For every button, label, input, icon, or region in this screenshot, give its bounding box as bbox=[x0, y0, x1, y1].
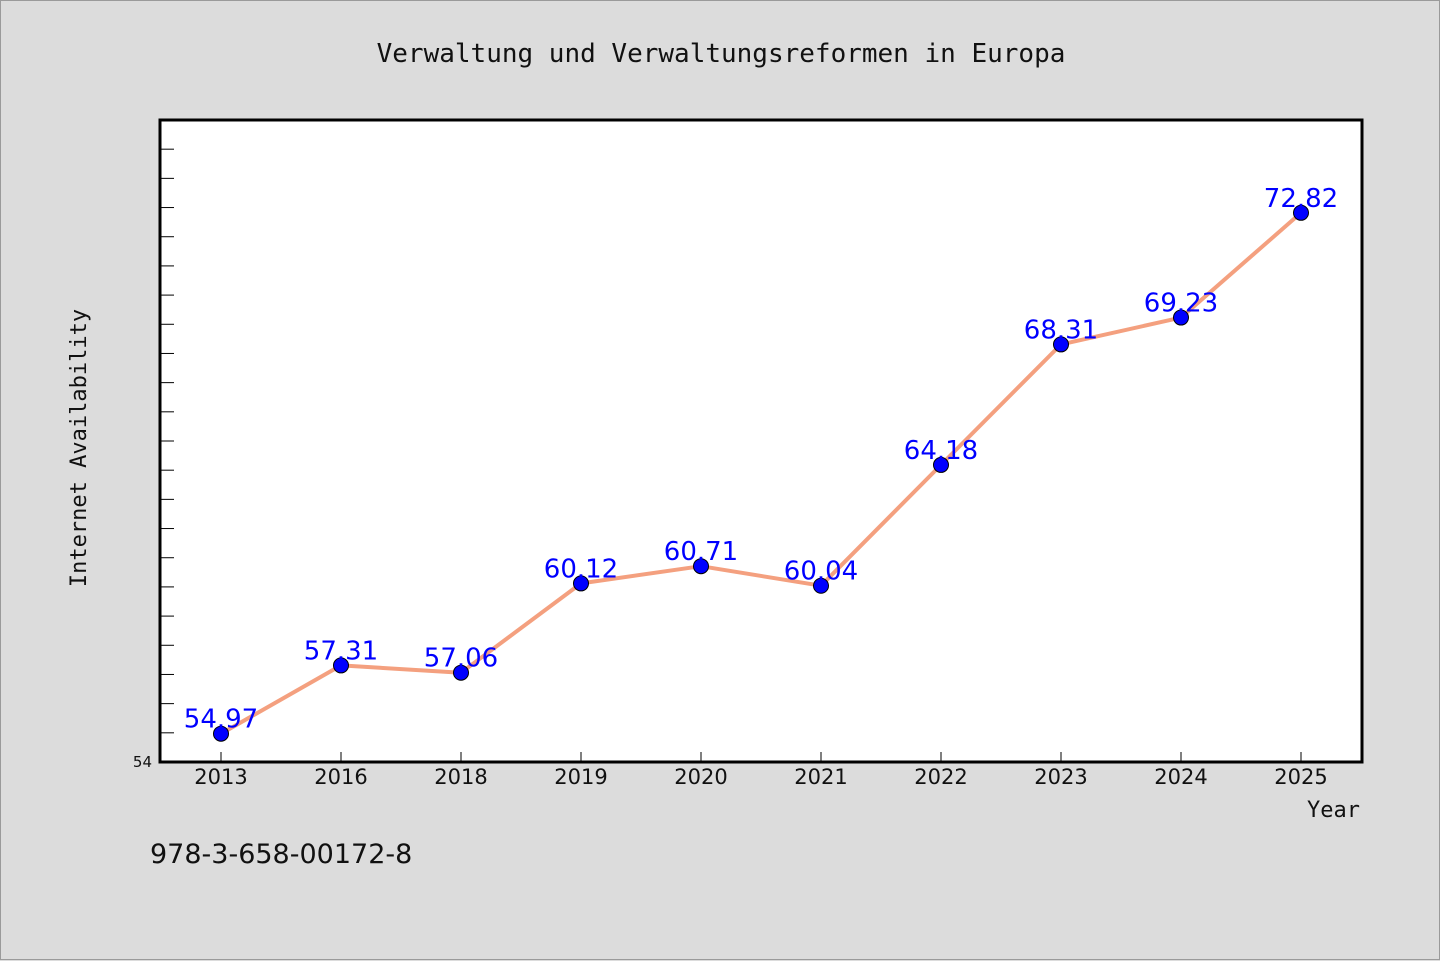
data-point bbox=[1053, 336, 1069, 353]
data-point bbox=[1173, 309, 1189, 326]
x-tick-label: 2025 bbox=[1274, 765, 1327, 789]
x-axis-tick-labels: 2013 2016 2018 2019 2020 2021 2022 2023 2024 2025 bbox=[194, 765, 1327, 789]
data-label: 72.82 bbox=[1264, 184, 1338, 214]
chart-title: Verwaltung und Verwaltungsreformen in Eu… bbox=[377, 39, 1066, 69]
data-point bbox=[333, 657, 349, 674]
data-label: 60.04 bbox=[784, 557, 858, 587]
x-axis-label: Year bbox=[1307, 798, 1360, 823]
data-point bbox=[573, 575, 589, 592]
x-tick-label: 2019 bbox=[554, 765, 607, 789]
plot-area bbox=[158, 118, 1364, 764]
data-point bbox=[453, 664, 469, 681]
x-tick-label: 2020 bbox=[674, 765, 727, 789]
data-point bbox=[933, 456, 949, 473]
data-label: 68.31 bbox=[1024, 315, 1098, 345]
data-label: 64.18 bbox=[904, 436, 978, 466]
data-label: 57.31 bbox=[304, 636, 378, 666]
x-tick-label: 2018 bbox=[434, 765, 487, 789]
x-tick-label: 2016 bbox=[314, 765, 367, 789]
data-label: 69.23 bbox=[1144, 289, 1218, 319]
data-labels: 54.97 57.31 57.06 60.12 60.71 60.04 64.18 68.31… bbox=[184, 184, 1338, 735]
series-line bbox=[220, 211, 1303, 736]
data-label: 57.06 bbox=[424, 644, 498, 674]
data-label: 60.12 bbox=[544, 554, 618, 584]
x-tick-label: 2023 bbox=[1034, 765, 1087, 789]
y-tick-label-min: 54 bbox=[133, 753, 152, 771]
y-axis-ticks bbox=[160, 148, 174, 734]
series-markers bbox=[213, 204, 1309, 742]
x-axis-ticks bbox=[220, 752, 1302, 762]
data-label: 54.97 bbox=[184, 705, 258, 735]
x-tick-label: 2021 bbox=[794, 765, 847, 789]
x-tick-label: 2022 bbox=[914, 765, 967, 789]
data-point bbox=[1293, 204, 1309, 221]
x-tick-label: 2013 bbox=[194, 765, 247, 789]
x-tick-label: 2024 bbox=[1154, 765, 1207, 789]
data-point bbox=[213, 725, 229, 742]
data-point bbox=[693, 558, 709, 575]
y-axis-label: Internet Availability bbox=[67, 309, 92, 587]
data-point bbox=[813, 577, 829, 594]
data-label: 60.71 bbox=[664, 537, 738, 567]
isbn-text: 978-3-658-00172-8 bbox=[150, 839, 412, 870]
